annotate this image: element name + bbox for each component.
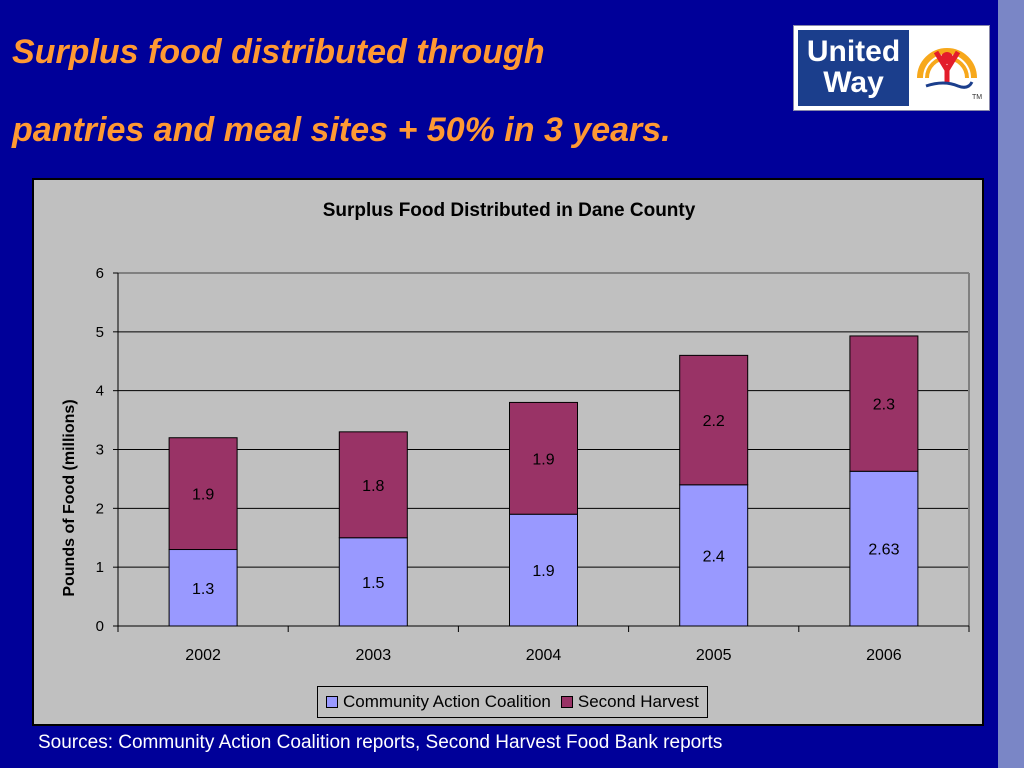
slide-title-line-2: pantries and meal sites + 50% in 3 years… [12, 111, 671, 149]
bar-segment-second-harvest [338, 431, 408, 539]
bar-segment-second-harvest [168, 437, 238, 551]
sources-note: Sources: Community Action Coalition repo… [38, 732, 723, 753]
legend-swatch-cac [326, 696, 338, 708]
logo-wordmark-box: United Way [798, 30, 909, 106]
data-label: 1.9 [532, 451, 554, 468]
data-label: 1.5 [362, 575, 384, 592]
trademark-mark: TM [972, 94, 983, 101]
x-tick-label: 2004 [526, 647, 562, 664]
data-label: 2.2 [703, 413, 725, 430]
axes: 0 1 2 3 4 5 6 2002 2003 2004 2005 2006 [96, 265, 970, 664]
y-tick-label: 2 [96, 500, 104, 517]
legend-item-cac: Community Action Coalition [326, 692, 551, 712]
legend-item-second-harvest: Second Harvest [560, 692, 699, 712]
data-label: 2.4 [703, 548, 725, 565]
x-tick-label: 2003 [356, 647, 392, 664]
legend-label-cac: Community Action Coalition [343, 692, 551, 711]
chart-panel: Surplus Food Distributed in Dane County … [32, 178, 984, 726]
bar-segment-second-harvest [679, 354, 749, 486]
chart-title: Surplus Food Distributed in Dane County [323, 200, 696, 221]
data-label: 1.8 [362, 478, 384, 495]
data-label: 1.9 [532, 563, 554, 580]
united-way-hand-rainbow-icon [917, 48, 977, 89]
y-tick-label: 3 [96, 442, 104, 459]
x-tick-label: 2006 [866, 647, 902, 664]
bar-segment-cac [168, 549, 238, 627]
bar-segment-cac [849, 470, 919, 627]
y-tick-label: 0 [96, 618, 104, 635]
data-label: 1.9 [192, 487, 214, 504]
y-tick-label: 5 [96, 324, 104, 341]
right-edge-stripe [998, 0, 1024, 768]
bars [168, 335, 919, 627]
data-label: 2.63 [868, 542, 899, 559]
x-tick-label: 2005 [696, 647, 732, 664]
data-label: 1.3 [192, 581, 214, 598]
y-axis-label: Pounds of Food (millions) [61, 399, 78, 596]
data-label: 2.3 [873, 397, 895, 414]
stacked-bar-chart: Surplus Food Distributed in Dane County … [61, 200, 970, 664]
bar-segment-second-harvest [509, 401, 578, 515]
bar-segment-second-harvest [849, 335, 919, 472]
logo-word-united: United [806, 35, 901, 68]
legend-label-second-harvest: Second Harvest [577, 692, 699, 711]
y-tick-label: 4 [96, 383, 104, 400]
y-tick-label: 6 [96, 265, 104, 282]
x-tick-label: 2002 [185, 647, 221, 664]
chart-legend: Community Action Coalition Second Harves… [317, 686, 708, 718]
data-labels: 1.3 1.9 1.5 1.8 1.9 1.9 2.4 2.2 2.63 2.3 [192, 397, 900, 598]
united-way-logo: United Way TM [793, 25, 990, 111]
logo-word-way: Way [823, 66, 884, 99]
slide-title-line-1: Surplus food distributed through [12, 33, 545, 71]
y-tick-label: 1 [96, 559, 104, 576]
legend-swatch-second-harvest [560, 696, 573, 708]
